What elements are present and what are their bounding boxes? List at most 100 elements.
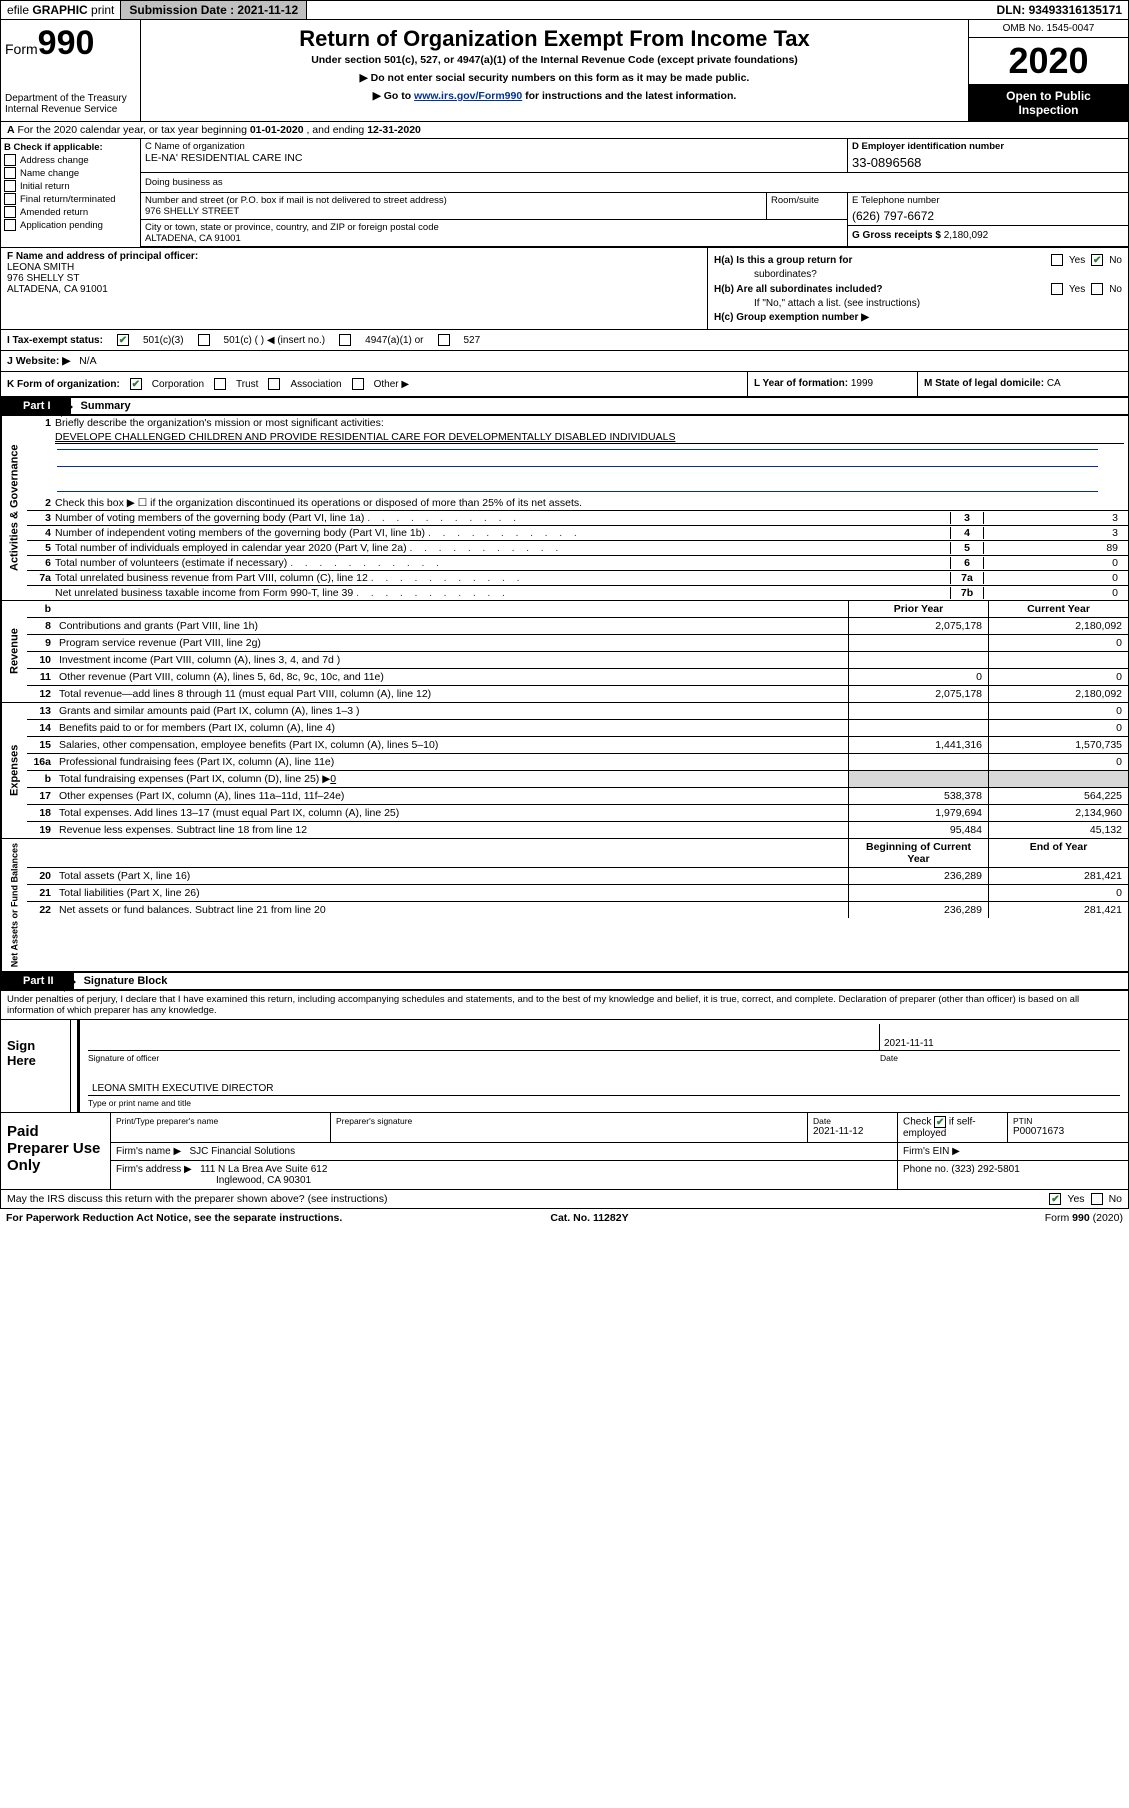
prep-date-col: Date2021-11-12 — [808, 1113, 898, 1142]
paid-preparer-label: Paid Preparer Use Only — [1, 1113, 111, 1189]
dba-cell: Doing business as — [141, 173, 1128, 193]
chk-hb-no[interactable] — [1091, 283, 1103, 295]
irs-label: Internal Revenue Service — [5, 104, 136, 115]
chk-501c[interactable] — [198, 334, 210, 346]
row-klm: K Form of organization: Corporation Trus… — [0, 372, 1129, 397]
box-g: G Gross receipts $ 2,180,092 — [848, 226, 1128, 245]
chk-address-change[interactable] — [4, 154, 16, 166]
tab-expenses: Expenses — [1, 703, 27, 838]
tab-netassets: Net Assets or Fund Balances — [1, 839, 27, 971]
box-c: C Name of organization LE-NA' RESIDENTIA… — [141, 139, 1128, 247]
row-i-tax: I Tax-exempt status: 501(c)(3) 501(c) ( … — [0, 330, 1129, 351]
val4: 3 — [984, 527, 1124, 539]
box-l: L Year of formation: 1999 — [748, 372, 918, 396]
org-info-block: B Check if applicable: Address change Na… — [0, 139, 1129, 248]
chk-ha-no[interactable] — [1091, 254, 1103, 266]
officer-signature-line — [88, 1024, 880, 1050]
prep-selfemp-col: Check if self-employed — [898, 1113, 1008, 1142]
form-title: Return of Organization Exempt From Incom… — [147, 26, 962, 52]
chk-corp[interactable] — [130, 378, 142, 390]
chk-final-return[interactable] — [4, 193, 16, 205]
firm-ein-cell: Firm's EIN ▶ — [898, 1143, 1128, 1160]
line5: Total number of individuals employed in … — [55, 542, 950, 554]
chk-501c3[interactable] — [117, 334, 129, 346]
line21: Total liabilities (Part X, line 26) — [55, 885, 848, 901]
box-b-label: B Check if applicable: — [4, 142, 137, 153]
chk-hb-yes[interactable] — [1051, 283, 1063, 295]
tab-revenue: Revenue — [1, 601, 27, 702]
room-cell: Room/suite — [767, 193, 847, 219]
sign-here-label: Sign Here — [1, 1020, 71, 1112]
line16b: Total fundraising expenses (Part IX, col… — [55, 771, 848, 787]
val7b: 0 — [984, 587, 1124, 599]
prep-sig-col: Preparer's signature — [331, 1113, 808, 1142]
line17: Other expenses (Part IX, column (A), lin… — [55, 788, 848, 804]
hb-note: If "No," attach a list. (see instruction… — [714, 298, 1122, 309]
box-e: E Telephone number (626) 797-6672 — [848, 193, 1128, 226]
begin-year-hdr: Beginning of Current Year — [848, 839, 988, 867]
line2: Check this box ▶ ☐ if the organization d… — [55, 497, 1124, 509]
tab-governance: Activities & Governance — [1, 416, 27, 600]
ein-value: 33-0896568 — [852, 155, 1124, 170]
officer-name: LEONA SMITH — [7, 262, 74, 273]
header-left: Form990 Department of the Treasury Inter… — [1, 20, 141, 121]
chk-amended[interactable] — [4, 206, 16, 218]
chk-trust[interactable] — [214, 378, 226, 390]
paperwork-notice: For Paperwork Reduction Act Notice, see … — [6, 1212, 342, 1224]
val7a: 0 — [984, 572, 1124, 584]
chk-initial-return[interactable] — [4, 180, 16, 192]
tax-year: 2020 — [969, 38, 1128, 85]
prep-name-col: Print/Type preparer's name — [111, 1113, 331, 1142]
line7b: Net unrelated business taxable income fr… — [55, 587, 950, 599]
prior-year-hdr: Prior Year — [848, 601, 988, 617]
phone-value: (626) 797-6672 — [852, 209, 1124, 223]
sign-here-block: Sign Here 2021-11-11 Signature of office… — [0, 1020, 1129, 1113]
box-m: M State of legal domicile: CA — [918, 372, 1128, 396]
line14: Benefits paid to or for members (Part IX… — [55, 720, 848, 736]
org-name: LE-NA' RESIDENTIAL CARE INC — [145, 152, 843, 164]
discuss-row: May the IRS discuss this return with the… — [0, 1190, 1129, 1209]
chk-app-pending[interactable] — [4, 219, 16, 231]
officer-street: 976 SHELLY ST — [7, 273, 79, 284]
line4: Number of independent voting members of … — [55, 527, 950, 539]
part1-title: Summary — [71, 398, 1128, 414]
row-fh: F Name and address of principal officer:… — [0, 248, 1129, 330]
instructions-link[interactable]: www.irs.gov/Form990 — [414, 90, 522, 102]
part2-header: Part II Signature Block — [0, 972, 1129, 991]
part1-revenue: Revenue bPrior YearCurrent Year 8Contrib… — [0, 601, 1129, 703]
chk-4947[interactable] — [339, 334, 351, 346]
box-k: K Form of organization: Corporation Trus… — [1, 372, 748, 396]
chk-discuss-no[interactable] — [1091, 1193, 1103, 1205]
hc-label: H(c) Group exemption number ▶ — [714, 312, 869, 323]
paid-preparer-block: Paid Preparer Use Only Print/Type prepar… — [0, 1113, 1129, 1190]
header-right: OMB No. 1545-0047 2020 Open to PublicIns… — [968, 20, 1128, 121]
form-header: Form990 Department of the Treasury Inter… — [0, 20, 1129, 122]
city-value: ALTADENA, CA 91001 — [145, 233, 843, 244]
dept-treasury: Department of the Treasury — [5, 93, 136, 104]
row-j-website: J Website: ▶ N/A — [0, 351, 1129, 372]
public-inspection: Open to PublicInspection — [969, 85, 1128, 121]
chk-527[interactable] — [438, 334, 450, 346]
line19: Revenue less expenses. Subtract line 18 … — [55, 822, 848, 838]
gross-receipts-value: 2,180,092 — [944, 230, 989, 241]
firm-phone-cell: Phone no. (323) 292-5801 — [898, 1161, 1128, 1189]
form-number: Form990 — [5, 24, 136, 63]
ha-sub: subordinates? — [714, 269, 1122, 280]
end-year-hdr: End of Year — [988, 839, 1128, 867]
val5: 89 — [984, 542, 1124, 554]
chk-other[interactable] — [352, 378, 364, 390]
footer: For Paperwork Reduction Act Notice, see … — [0, 1209, 1129, 1227]
chk-name-change[interactable] — [4, 167, 16, 179]
sign-date: 2021-11-11 — [880, 1024, 1120, 1050]
street-value: 976 SHELLY STREET — [145, 206, 762, 217]
line18: Total expenses. Add lines 13–17 (must eq… — [55, 805, 848, 821]
line11: Other revenue (Part VIII, column (A), li… — [55, 669, 848, 685]
line9: Program service revenue (Part VIII, line… — [55, 635, 848, 651]
chk-selfemployed[interactable] — [934, 1116, 946, 1128]
org-name-cell: C Name of organization LE-NA' RESIDENTIA… — [141, 139, 848, 172]
line10: Investment income (Part VIII, column (A)… — [55, 652, 848, 668]
chk-discuss-yes[interactable] — [1049, 1193, 1061, 1205]
chk-ha-yes[interactable] — [1051, 254, 1063, 266]
subtitle-1: Under section 501(c), 527, or 4947(a)(1)… — [147, 54, 962, 66]
chk-assoc[interactable] — [268, 378, 280, 390]
